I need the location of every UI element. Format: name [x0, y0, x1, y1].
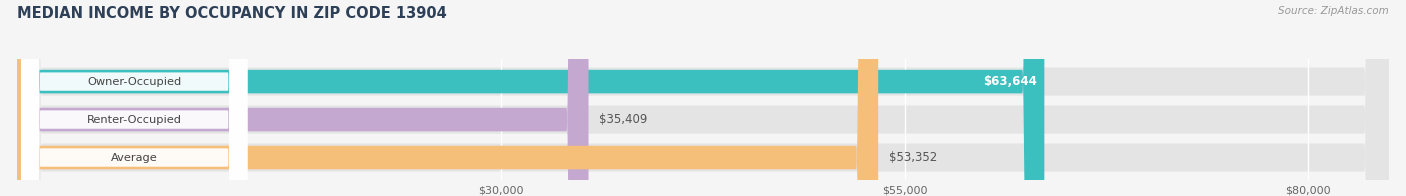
FancyBboxPatch shape: [17, 0, 879, 196]
Text: Source: ZipAtlas.com: Source: ZipAtlas.com: [1278, 6, 1389, 16]
Text: $63,644: $63,644: [984, 75, 1038, 88]
FancyBboxPatch shape: [17, 0, 1389, 196]
Text: Owner-Occupied: Owner-Occupied: [87, 77, 181, 87]
FancyBboxPatch shape: [21, 0, 247, 196]
Text: Renter-Occupied: Renter-Occupied: [87, 114, 181, 125]
FancyBboxPatch shape: [17, 0, 1389, 196]
FancyBboxPatch shape: [17, 0, 1045, 196]
FancyBboxPatch shape: [17, 0, 589, 196]
FancyBboxPatch shape: [21, 0, 247, 196]
Text: MEDIAN INCOME BY OCCUPANCY IN ZIP CODE 13904: MEDIAN INCOME BY OCCUPANCY IN ZIP CODE 1…: [17, 6, 447, 21]
FancyBboxPatch shape: [17, 0, 1389, 196]
Text: Average: Average: [111, 152, 157, 162]
Text: $53,352: $53,352: [889, 151, 938, 164]
FancyBboxPatch shape: [21, 0, 247, 196]
Text: $35,409: $35,409: [599, 113, 648, 126]
